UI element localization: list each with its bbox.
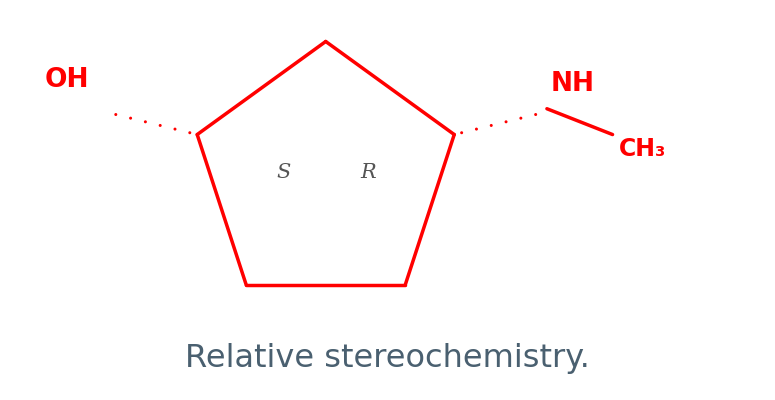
- Text: CH₃: CH₃: [618, 136, 666, 160]
- Text: S: S: [276, 163, 291, 182]
- Text: R: R: [360, 163, 376, 182]
- Text: OH: OH: [45, 67, 89, 93]
- Text: NH: NH: [551, 71, 594, 97]
- Text: Relative stereochemistry.: Relative stereochemistry.: [185, 343, 590, 374]
